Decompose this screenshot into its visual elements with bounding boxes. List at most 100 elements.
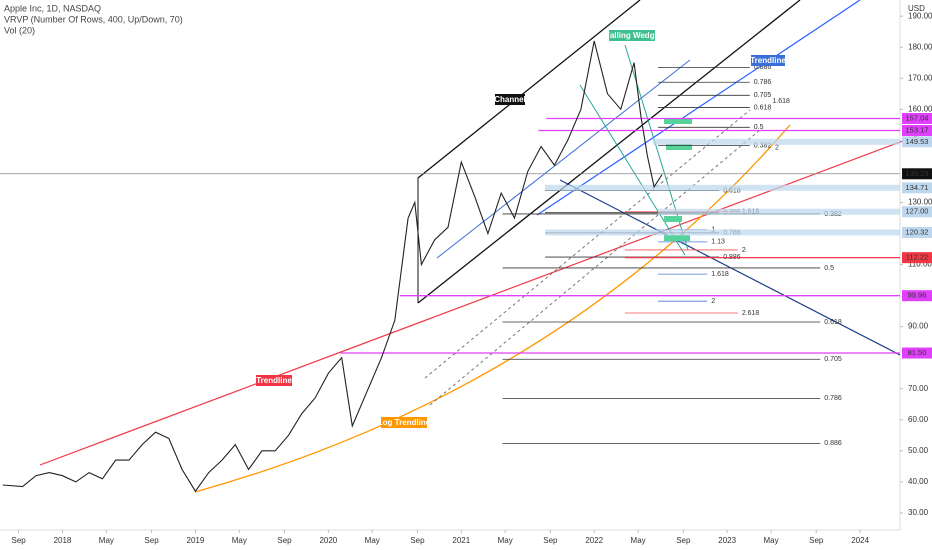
channel-lower: [417, 0, 801, 304]
x-tick-label: May: [232, 536, 247, 545]
fib-label: 0.382: [754, 142, 772, 149]
data-layer: 30.00 40.00 50.00 60.00 70.00 90.00 110.00 130.…: [0, 11, 932, 545]
level-label: 153.17: [906, 125, 929, 134]
level-band: [658, 208, 900, 215]
fib-label: 1.618: [772, 98, 790, 105]
fib-label: 0.618: [723, 187, 741, 194]
fib-label: 0.786: [824, 395, 842, 402]
level-band: [652, 138, 900, 145]
y-tick-label: 70.00: [908, 384, 929, 393]
x-tick-label: Sep: [144, 536, 159, 545]
channel-mid: [436, 59, 691, 259]
target-box: [664, 118, 692, 124]
x-tick-label: Sep: [277, 536, 292, 545]
level-badge: [902, 182, 932, 194]
level-band: [545, 229, 900, 236]
level-badge: [902, 168, 932, 180]
level-badge: [902, 206, 932, 218]
x-tick-label: May: [631, 536, 646, 545]
x-tick-label: May: [498, 536, 513, 545]
y-tick-label: 90.00: [908, 322, 929, 331]
y-tick-label: 130.00: [908, 198, 932, 207]
fib-label: 0.886: [824, 440, 842, 447]
level-label: 157.04: [906, 113, 929, 122]
level-label: 81.50: [908, 348, 927, 357]
level-label: 127.00: [906, 207, 929, 216]
fib-label: 1.13: [711, 239, 725, 246]
y-tick-label: 40.00: [908, 477, 929, 486]
level-band: [545, 184, 900, 191]
drawings: [39, 0, 932, 493]
tag-trendline-blue: Trendline: [750, 56, 786, 65]
fib-label: 0.5: [754, 124, 764, 131]
fib-label: 0.886: [754, 64, 772, 71]
level-badge: [902, 347, 932, 359]
fib-label: 0.618: [824, 319, 842, 326]
fib-label: 0.5: [824, 265, 834, 272]
tag-log-trendline: Log Trendline: [378, 418, 431, 427]
x-tick-label: 2021: [452, 536, 470, 545]
y-tick-label: 190.00: [908, 11, 932, 20]
x-tick-label: Sep: [410, 536, 425, 545]
tag-bg: [256, 375, 292, 386]
x-tick-label: 2018: [54, 536, 72, 545]
level-badge: [902, 112, 932, 124]
level-badge: [902, 252, 932, 264]
tag-bg: [381, 417, 427, 428]
indicator-label: VRVP (Number Of Rows, 400, Up/Down, 70): [4, 14, 183, 24]
tag-bg: [609, 30, 655, 41]
y-tick-label: 160.00: [908, 104, 932, 113]
level-label: 139.23: [906, 169, 929, 178]
channel-upper: [417, 0, 641, 179]
fib-label: 0.705: [754, 92, 772, 99]
fib-label: 1.618: [711, 271, 729, 278]
y-tick-label: 170.00: [908, 73, 932, 82]
level-badge: [902, 136, 932, 148]
fib-label: 0.618: [754, 104, 772, 111]
level-label: 149.53: [906, 137, 929, 146]
falling-trendline: [559, 179, 901, 356]
fib-label: 0.786: [754, 79, 772, 86]
level-label: 99.96: [908, 291, 927, 300]
fib-label: 2: [775, 144, 779, 151]
y-tick-label: 110.00: [908, 260, 932, 269]
y-tick-label: 50.00: [908, 446, 929, 455]
x-tick-label: 2019: [187, 536, 205, 545]
x-tick-label: 2024: [851, 536, 869, 545]
x-tick-label: 2023: [718, 536, 736, 545]
fib-label: 0.705: [824, 356, 842, 363]
fib-label: 2.618: [742, 310, 760, 317]
log-trendline: [194, 124, 791, 493]
x-tick-label: Sep: [11, 536, 26, 545]
chart-title: Apple Inc, 1D, NASDAQ: [4, 3, 101, 13]
tag-trendline-red: Trendline: [256, 376, 292, 385]
x-tick-label: Sep: [809, 536, 824, 545]
x-tick-label: May: [365, 536, 380, 545]
target-box: [664, 235, 690, 241]
x-tick-label: 2020: [319, 536, 337, 545]
fib-label: 2: [711, 298, 715, 305]
level-badge: [902, 290, 932, 302]
x-tick-label: Sep: [676, 536, 691, 545]
tag-channel: Channel: [494, 95, 526, 104]
price-line: [2, 40, 663, 493]
level-label: 134.71: [906, 183, 929, 192]
dashed-line-1: [424, 109, 751, 379]
volume-label: Vol (20): [4, 25, 35, 35]
fib-label: 2: [742, 247, 746, 254]
x-tick-label: Sep: [543, 536, 558, 545]
wedge-line-2: [624, 44, 689, 251]
x-tick-label: 2022: [585, 536, 603, 545]
target-box: [664, 216, 682, 222]
tag-bg: [751, 55, 785, 66]
wedge-line-1: [579, 84, 686, 256]
level-label: 112.22: [906, 253, 928, 262]
level-badge: [902, 226, 932, 238]
x-tick-label: May: [763, 536, 778, 545]
x-tick-label: May: [99, 536, 114, 545]
y-tick-label: 180.00: [908, 42, 932, 51]
level-badge: [902, 124, 932, 136]
